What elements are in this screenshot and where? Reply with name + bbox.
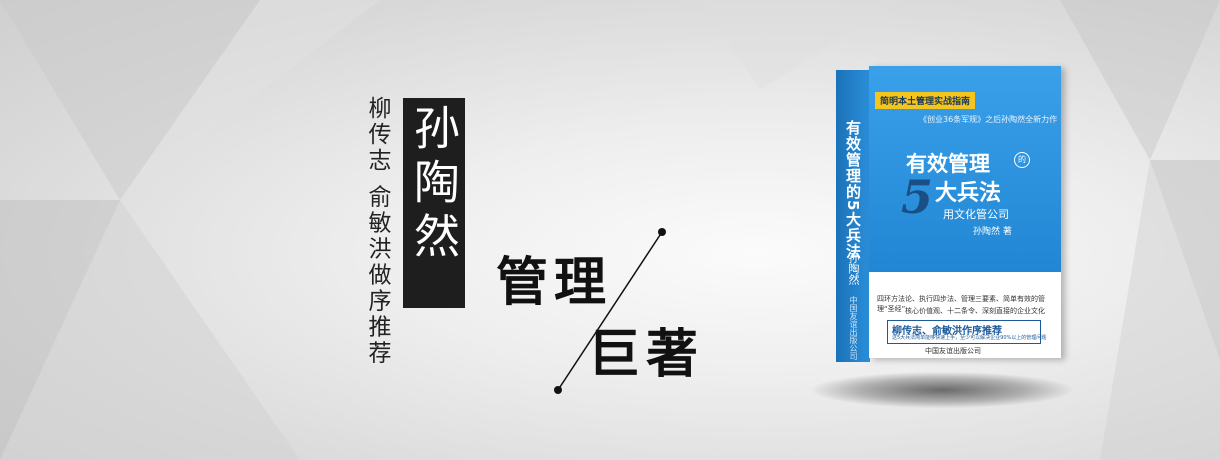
cover-desc-line1: 四环方法论、执行四步法、管理三要素、简单有效的管理“圣经”: [877, 295, 1045, 313]
author-name: 孙陶然: [407, 104, 461, 266]
cover-title-de: 的: [1014, 152, 1030, 168]
spine-title: 有效管理的5大兵法: [844, 120, 862, 260]
cover-publisher: 中国友谊出版公司: [925, 347, 981, 355]
cover-title-five: 5: [901, 170, 934, 224]
spine-author: 孙陶然: [847, 252, 860, 285]
cover-tag: 简明本土管理实战指南: [875, 92, 976, 109]
cover-recommend-small: 这5大兵法简单能够快速上手，至少可以解决企业90%以上的管理问题: [892, 335, 1047, 341]
cover-desc-line2: 核心价值观、十二条令、深刻直接的企业文化: [905, 307, 1045, 315]
spine-publisher: 中国友谊出版公司: [849, 296, 858, 360]
cover-subtitle: 《创业36条军规》之后孙陶然全新力作: [919, 115, 1058, 124]
cover-recommend-text: 柳传志、俞敏洪作序推荐: [892, 326, 1002, 337]
cover-title-main: 有效管理: [906, 152, 990, 176]
book-spine: [836, 70, 870, 362]
cover-author: 孙陶然 著: [973, 227, 1012, 237]
headline-line1: 管理: [496, 253, 613, 313]
cover-blue-area: 简明本土管理实战指南 《创业36条军规》之后孙陶然全新力作 有效管理 的 5 大…: [869, 66, 1061, 272]
cover-title-rest: 大兵法: [935, 181, 1002, 206]
cover-recommend-box: 柳传志、俞敏洪作序推荐 这5大兵法简单能够快速上手，至少可以解决企业90%以上的…: [887, 320, 1046, 344]
cover-tagline: 用文化管公司: [943, 208, 1009, 221]
book-cover: 简明本土管理实战指南 《创业36条军规》之后孙陶然全新力作 有效管理 的 5 大…: [869, 66, 1061, 358]
author-name-box: [403, 98, 465, 308]
recommendation-text: 柳传志 俞敏洪做序推荐: [364, 96, 390, 367]
headline-line2: 巨著: [588, 325, 705, 385]
book-shadow: [812, 372, 1072, 408]
